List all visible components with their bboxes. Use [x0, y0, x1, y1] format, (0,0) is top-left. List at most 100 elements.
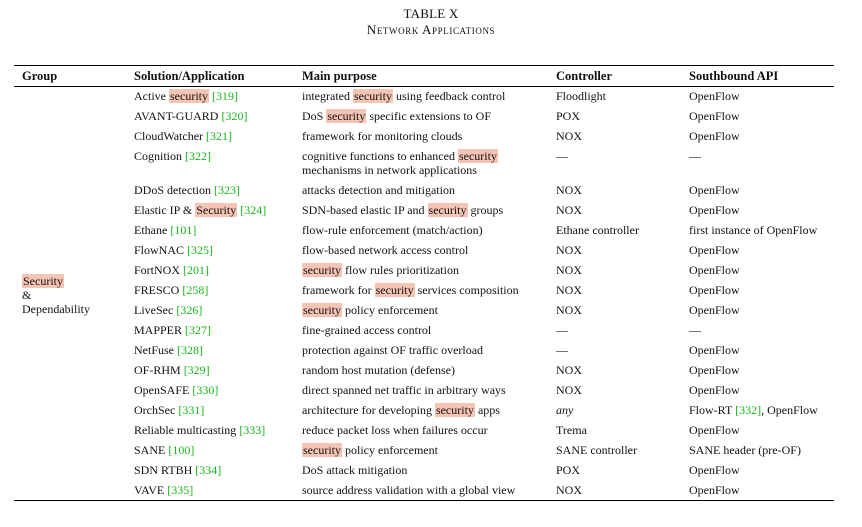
- citation-link: [323]: [214, 182, 240, 197]
- citation-link: [319]: [212, 89, 238, 103]
- api-text: OpenFlow: [689, 262, 740, 277]
- citation-link: [320]: [221, 108, 248, 123]
- controller-cell: NOX: [556, 302, 582, 317]
- api-text: OpenFlow: [689, 242, 740, 257]
- table-row: FortNOX [201] security flow rules priorit…: [14, 261, 834, 281]
- solution-name: Cognition: [134, 148, 186, 163]
- highlight-security: security: [374, 282, 415, 297]
- api-text: OpenFlow: [689, 108, 740, 123]
- controller-cell: Ethane controller: [556, 222, 639, 237]
- table-row: Elastic IP & Security [324] SDN-based ela…: [14, 201, 834, 221]
- southbound-api-cell: OpenFlow: [681, 261, 834, 281]
- api-text: OpenFlow: [689, 382, 740, 397]
- purpose-text-rest: flow rules prioritization: [342, 262, 459, 277]
- purpose-text: protection against OF traffic overload: [302, 342, 484, 357]
- main-purpose-cell: fine-grained access control: [294, 321, 548, 341]
- citation-link: [321]: [206, 128, 233, 143]
- table-row: VAVE [335] source address validation with…: [14, 481, 834, 501]
- solution-cell: AVANT-GUARD [320]: [126, 107, 294, 127]
- api-text: OpenFlow: [689, 422, 740, 437]
- api-text: OpenFlow: [689, 342, 740, 357]
- purpose-text-rest: groups: [467, 202, 504, 217]
- controller-cell: POX: [556, 108, 581, 123]
- main-purpose-cell: integrated security using feedback contr…: [294, 87, 548, 107]
- table-title: Network Applications: [366, 22, 496, 37]
- api-text: OpenFlow: [689, 182, 740, 197]
- purpose-text-rest: using feedback control: [392, 89, 506, 103]
- citation-link: [325]: [187, 242, 214, 257]
- solution-cell: FRESCO [258]: [126, 281, 294, 301]
- solution-name: VAVE: [134, 482, 168, 497]
- group-label-amp: &: [22, 287, 32, 302]
- solution-cell: CloudWatcher [321]: [126, 127, 294, 147]
- solution-cell: NetFuse [328]: [126, 341, 294, 361]
- main-purpose-cell: security policy enforcement: [294, 441, 548, 461]
- header-southbound-api: Southbound API: [689, 69, 779, 83]
- solution-cell: VAVE [335]: [126, 481, 294, 501]
- main-purpose-cell: source address validation with a global …: [294, 481, 548, 501]
- header-group: Group: [22, 69, 58, 83]
- solution-cell: Ethane [101]: [126, 221, 294, 241]
- solution-cell: FortNOX [201]: [126, 261, 294, 281]
- table-row: NetFuse [328] protection against OF traff…: [14, 341, 834, 361]
- highlight-security: security: [302, 262, 342, 277]
- purpose-text-rest: policy enforcement: [342, 302, 438, 317]
- solution-name: FRESCO: [134, 282, 183, 297]
- purpose-text: cognitive functions to enhanced: [302, 148, 458, 163]
- citation-link: [101]: [170, 222, 197, 237]
- controller-cell: NOX: [556, 362, 582, 377]
- citation-link: [201]: [183, 262, 210, 277]
- controller-cell: NOX: [556, 182, 582, 197]
- purpose-text: integrated: [302, 89, 353, 103]
- citation-link: [329]: [183, 362, 210, 377]
- solution-name: LiveSec: [134, 302, 177, 317]
- solution-name: MAPPER: [134, 322, 186, 337]
- southbound-api-cell: OpenFlow: [681, 361, 834, 381]
- southbound-api-cell: OpenFlow: [681, 201, 834, 221]
- main-purpose-cell: protection against OF traffic overload: [294, 341, 548, 361]
- api-text: OpenFlow: [689, 282, 740, 297]
- southbound-api-cell: OpenFlow: [681, 341, 834, 361]
- solution-name: DDoS detection: [134, 182, 214, 197]
- solution-name: NetFuse: [134, 342, 177, 357]
- purpose-text: random host mutation (defense): [302, 362, 455, 377]
- solution-name: OrchSec: [134, 402, 179, 417]
- citation-link: [334]: [195, 462, 222, 477]
- southbound-api-cell: OpenFlow: [681, 281, 834, 301]
- table-row: LiveSec [326] security policy enforcement…: [14, 301, 834, 321]
- purpose-text: flow-based network access control: [302, 242, 469, 257]
- southbound-api-cell: OpenFlow: [681, 481, 834, 501]
- highlight-security: security: [352, 89, 393, 103]
- solution-cell: DDoS detection [323]: [126, 181, 294, 201]
- controller-cell: —: [556, 342, 568, 357]
- solution-cell: SDN RTBH [334]: [126, 461, 294, 481]
- main-purpose-cell: architecture for developing security app…: [294, 401, 548, 421]
- highlight-security: security: [434, 402, 475, 417]
- api-text-rest: , OpenFlow: [761, 402, 818, 417]
- table-row: MAPPER [327] fine-grained access control —…: [14, 321, 834, 341]
- southbound-api-cell: SANE header (pre-OF): [681, 441, 834, 461]
- api-text: OpenFlow: [689, 128, 740, 143]
- purpose-text: fine-grained access control: [302, 322, 432, 337]
- southbound-api-cell: OpenFlow: [681, 421, 834, 441]
- controller-cell: NOX: [556, 128, 582, 143]
- highlight-security: security: [169, 89, 209, 103]
- main-purpose-cell: attacks detection and mitigation: [294, 181, 548, 201]
- citation-link: [332]: [735, 402, 762, 417]
- purpose-text-rest: specific extensions to OF: [366, 108, 491, 123]
- table-caption: TABLE X Network Applications: [0, 6, 862, 38]
- solution-cell: OF-RHM [329]: [126, 361, 294, 381]
- solution-name: Ethane: [134, 222, 171, 237]
- southbound-api-cell: OpenFlow: [681, 381, 834, 401]
- citation-link: [331]: [178, 402, 205, 417]
- header-controller: Controller: [556, 69, 613, 83]
- main-purpose-cell: DoS attack mitigation: [294, 461, 548, 481]
- table-row: Reliable multicasting [333] reduce packet…: [14, 421, 834, 441]
- citation-link: [330]: [192, 382, 219, 397]
- table-row: DDoS detection [323] attacks detection an…: [14, 181, 834, 201]
- solution-cell: OpenSAFE [330]: [126, 381, 294, 401]
- api-text: —: [689, 322, 701, 337]
- solution-name: SDN RTBH: [134, 462, 196, 477]
- controller-cell: NOX: [556, 282, 582, 297]
- controller-cell: POX: [556, 462, 581, 477]
